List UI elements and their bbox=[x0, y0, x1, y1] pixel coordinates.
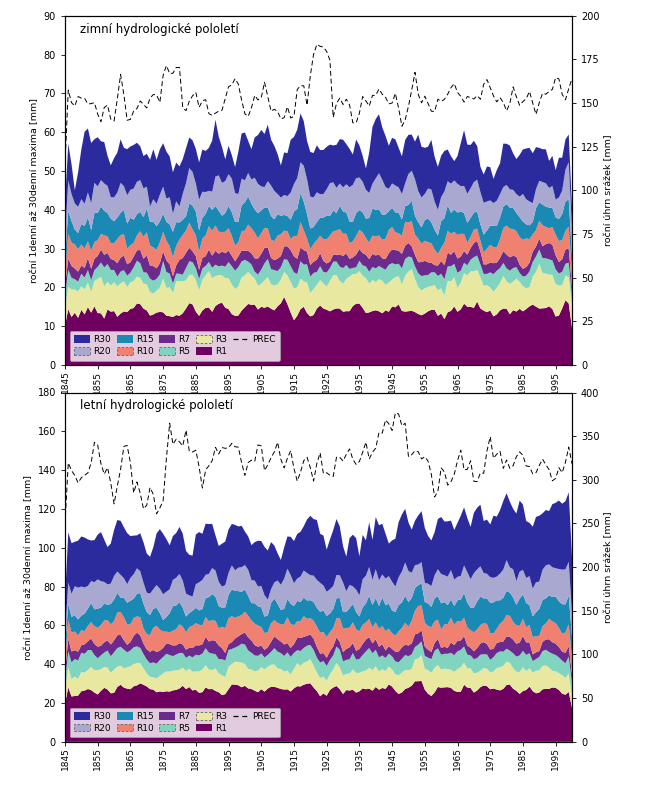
Y-axis label: roční úhrn srážek [mm]: roční úhrn srážek [mm] bbox=[604, 134, 613, 246]
Legend: R30, R20, R15, R10, R7, R5, R3, R1, PREC: R30, R20, R15, R10, R7, R5, R3, R1, PREC bbox=[70, 707, 280, 737]
Y-axis label: roční 1denní až 30denní maxima [mm]: roční 1denní až 30denní maxima [mm] bbox=[31, 98, 40, 283]
Text: letní hydrologické pololetí: letní hydrologické pololetí bbox=[80, 400, 233, 412]
Text: zimní hydrologické pololetí: zimní hydrologické pololetí bbox=[80, 23, 239, 35]
Legend: R30, R20, R15, R10, R7, R5, R3, R1, PREC: R30, R20, R15, R10, R7, R5, R3, R1, PREC bbox=[70, 330, 280, 360]
Y-axis label: roční úhrn srážek [mm]: roční úhrn srážek [mm] bbox=[604, 511, 613, 623]
Y-axis label: roční 1denní až 30denní maxima [mm]: roční 1denní až 30denní maxima [mm] bbox=[24, 475, 33, 659]
